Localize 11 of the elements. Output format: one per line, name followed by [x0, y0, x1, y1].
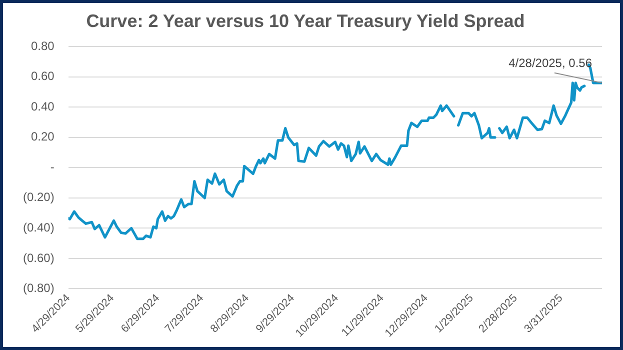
y-tick-label: 0.60 [30, 69, 55, 84]
y-tick-label: 0.20 [30, 130, 55, 144]
y-tick-label: (0.40) [22, 220, 54, 235]
y-tick-label: - [50, 160, 54, 174]
y-tick-label: 0.40 [30, 99, 55, 114]
y-tick-label: (0.60) [22, 250, 54, 265]
chart-title: Curve: 2 Year versus 10 Year Treasury Yield Spread [86, 10, 525, 31]
y-tick-label: (0.80) [22, 281, 54, 296]
y-tick-label: 0.80 [30, 38, 55, 53]
y-tick-label: (0.20) [22, 190, 54, 204]
annotation: 4/28/2025, 0.56 [508, 56, 592, 70]
